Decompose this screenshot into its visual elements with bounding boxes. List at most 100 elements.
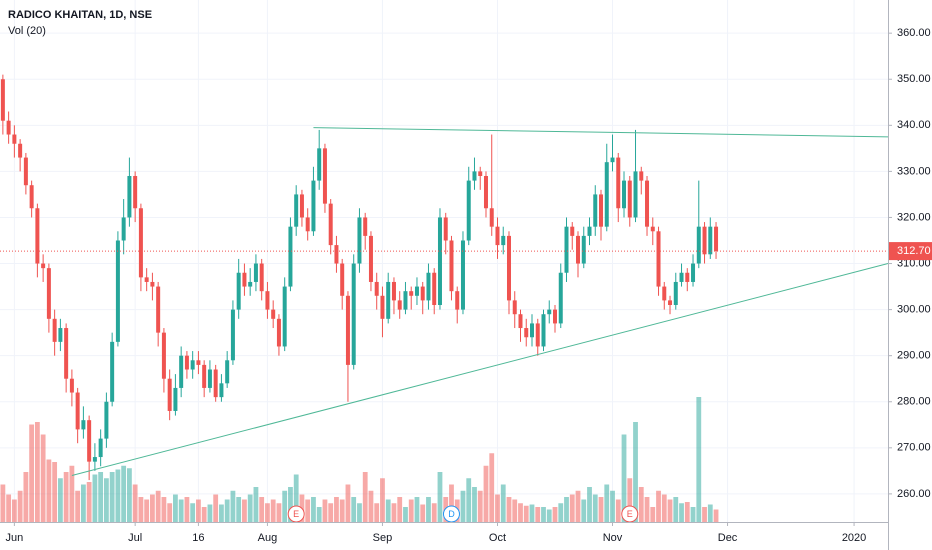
candle-body (443, 217, 448, 241)
volume-bar (213, 494, 219, 522)
volume-bar (40, 434, 46, 522)
candle-body (553, 309, 557, 324)
candle-body (334, 245, 339, 264)
volume-bar (696, 397, 702, 522)
volume-bar (426, 497, 431, 522)
candle-body (702, 226, 707, 255)
y-tick-label: 260.00 (897, 488, 931, 500)
volume-bar (638, 487, 644, 522)
volume-bar (103, 478, 109, 522)
candle-body (501, 235, 506, 246)
candle-body (276, 318, 281, 347)
volume-bar (569, 494, 575, 522)
candle-body (317, 148, 322, 181)
volume-bar (98, 472, 104, 522)
trendline (313, 127, 889, 138)
candle-body (627, 180, 632, 218)
candle-body (225, 360, 230, 384)
volume-bar (270, 499, 276, 522)
y-tick-label: 340.00 (897, 119, 931, 131)
candle-body (668, 300, 673, 305)
candle-body (403, 291, 408, 310)
y-tick-label: 320.00 (897, 211, 931, 223)
volume-bar (506, 497, 512, 522)
volume-bar (512, 499, 518, 522)
volume-bar (6, 494, 12, 522)
x-tick-label: Sep (373, 532, 393, 544)
x-tick-label: Oct (489, 532, 506, 544)
candle-body (512, 300, 517, 315)
candle-body (593, 194, 598, 227)
candle-body (679, 272, 684, 282)
candle-body (432, 272, 437, 305)
candle-body (23, 157, 28, 186)
candle-body (64, 328, 69, 379)
volume-bar (242, 499, 247, 522)
volume-bar (385, 499, 391, 522)
candle-body (564, 226, 569, 273)
candle-body (156, 286, 161, 333)
volume-bar (679, 503, 684, 522)
candle-body (691, 263, 696, 282)
volume-bar (219, 504, 224, 522)
candle-body (397, 300, 402, 310)
candle-body (299, 194, 304, 218)
x-tick-label: Nov (603, 532, 623, 544)
candle-body (115, 240, 120, 342)
indicator-label: Vol (20) (8, 25, 46, 37)
candle-body (127, 175, 132, 218)
candle-body (18, 143, 23, 158)
volume-bar (466, 478, 472, 522)
volume-bar (167, 503, 173, 522)
candle-body (506, 235, 511, 301)
candle-body (190, 360, 195, 370)
volume-bar (115, 469, 121, 522)
volume-bar (282, 490, 288, 522)
volume-bar (190, 503, 196, 522)
candle-body (340, 263, 345, 296)
volume-bar (500, 484, 506, 522)
candle-body (357, 217, 362, 264)
candle-body (673, 281, 678, 305)
volume-bar (656, 490, 661, 522)
volume-bar (408, 499, 414, 522)
candle-body (133, 175, 138, 209)
volume-bar (592, 494, 598, 522)
y-tick-label: 280.00 (897, 396, 931, 408)
x-tick-label: 16 (192, 532, 204, 544)
y-tick-label: 360.00 (897, 27, 931, 39)
volume-bar (150, 494, 155, 522)
volume-bar (11, 499, 17, 522)
candle-body (202, 364, 207, 388)
volume-bar (322, 499, 328, 522)
candle-body (426, 272, 431, 301)
volume-bar (667, 499, 673, 522)
volume-bar (707, 504, 713, 522)
volume-bar (328, 503, 334, 522)
y-tick-label: 300.00 (897, 304, 931, 316)
event-label: E (293, 509, 299, 519)
volume-bar (598, 497, 604, 522)
candle-body (535, 323, 540, 347)
candle-body (685, 272, 690, 282)
last-price-box (889, 242, 932, 261)
volume-bar (23, 472, 29, 522)
volume-bar (460, 490, 466, 522)
volume-bar (265, 503, 270, 522)
volume-bar (69, 465, 75, 522)
volume-bar (535, 507, 541, 522)
candle-body (81, 420, 86, 430)
candle-body (363, 217, 368, 236)
volume-bar (633, 422, 638, 522)
candle-body (696, 226, 701, 264)
candle-body (604, 162, 609, 227)
candle-body (196, 360, 201, 365)
volume-bar (178, 499, 184, 522)
axis-layer: 260.00 270.00 280.00 290.00 300.00 310.00 320.… (6, 27, 932, 544)
candle-body (0, 79, 5, 121)
candle-body (265, 291, 270, 310)
candle-body (386, 281, 391, 319)
volume-bar (397, 497, 403, 522)
